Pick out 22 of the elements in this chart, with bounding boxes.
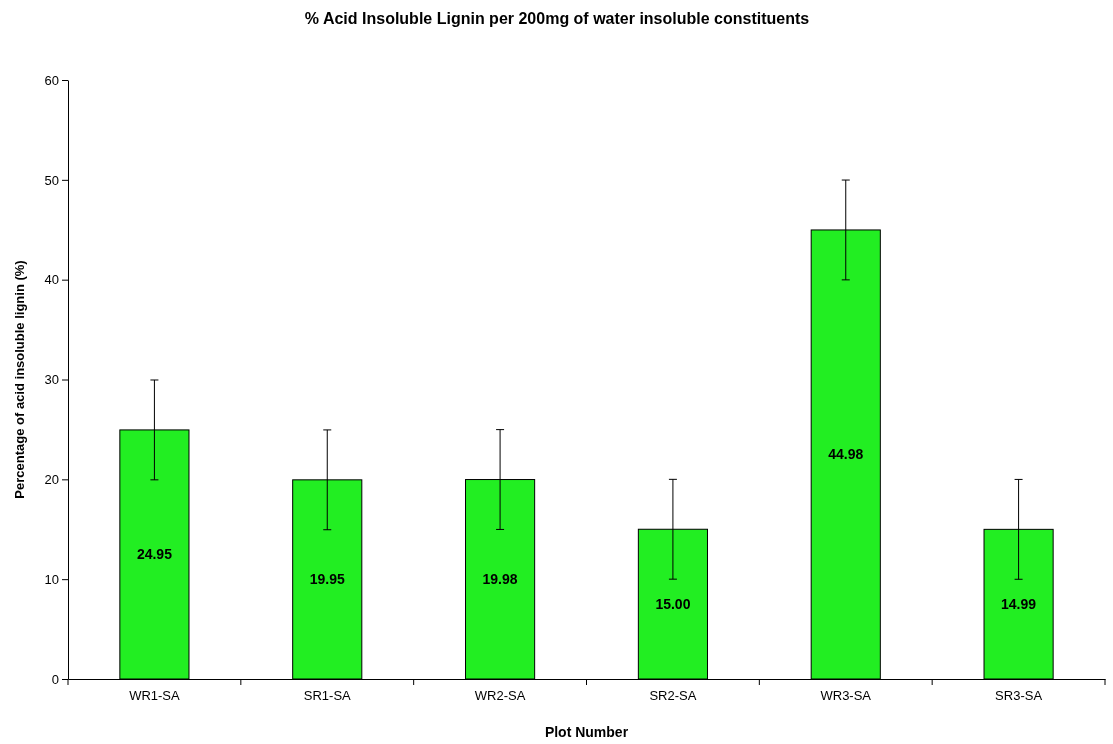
y-tick-label: 30 bbox=[44, 372, 59, 388]
y-tick-label: 40 bbox=[44, 272, 59, 288]
chart-title: % Acid Insoluble Lignin per 200mg of water insoluble constituents bbox=[304, 10, 810, 27]
x-tick-label: SR3-SA bbox=[995, 688, 1043, 704]
y-tick-label: 20 bbox=[44, 471, 59, 487]
x-tick-label: WR3-SA bbox=[820, 688, 872, 704]
y-tick-label: 50 bbox=[44, 172, 59, 188]
x-tick-label: SR2-SA bbox=[649, 688, 697, 704]
y-tick-label: 60 bbox=[44, 72, 59, 88]
x-tick-label: WR1-SA bbox=[129, 688, 181, 704]
data-label: 14.99 bbox=[1001, 596, 1037, 613]
data-label: 24.95 bbox=[136, 546, 173, 563]
y-tick-label: 0 bbox=[51, 671, 59, 687]
y-tick-label: 10 bbox=[44, 571, 59, 587]
data-label: 44.98 bbox=[828, 446, 864, 463]
y-axis-title: Percentage of acid insoluble lignin (%) bbox=[12, 260, 27, 499]
x-axis-title: Plot Number bbox=[544, 724, 629, 740]
data-label: 19.95 bbox=[309, 571, 345, 588]
data-label: 19.98 bbox=[482, 571, 518, 588]
x-tick-label: SR1-SA bbox=[303, 688, 352, 704]
x-tick-label: WR2-SA bbox=[474, 688, 526, 704]
data-label: 15.00 bbox=[655, 596, 691, 613]
